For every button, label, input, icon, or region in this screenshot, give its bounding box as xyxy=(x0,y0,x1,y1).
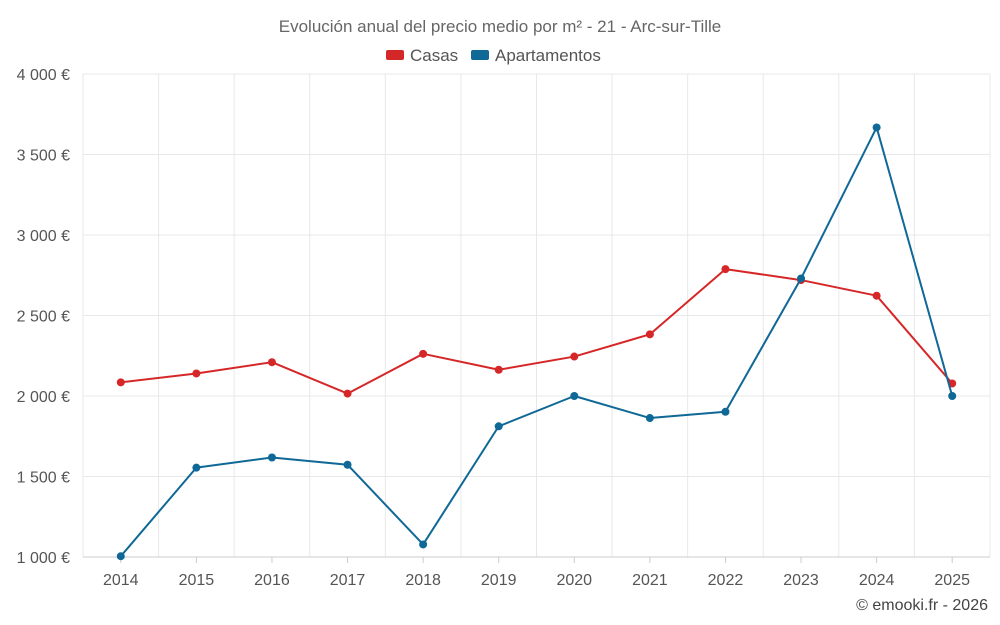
data-point-apartamentos[interactable] xyxy=(343,460,352,469)
x-tick-label: 2016 xyxy=(254,572,290,589)
data-point-apartamentos[interactable] xyxy=(797,274,806,283)
grid xyxy=(82,73,991,557)
x-tick-label: 2022 xyxy=(708,572,744,589)
x-tick-label: 2018 xyxy=(405,572,441,589)
data-point-apartamentos[interactable] xyxy=(267,453,276,462)
legend-item-apartamentos[interactable]: Apartamentos xyxy=(471,46,601,65)
x-tick-label: 2017 xyxy=(330,572,366,589)
data-point-casas[interactable] xyxy=(419,349,428,358)
y-tick-label: 2 500 € xyxy=(17,309,70,326)
x-tick-label: 2021 xyxy=(632,572,668,589)
chart-title: Evolución anual del precio medio por m² … xyxy=(279,17,722,36)
legend-item-casas[interactable]: Casas xyxy=(386,46,458,65)
data-point-apartamentos[interactable] xyxy=(419,540,428,549)
series-casas xyxy=(116,265,957,398)
data-point-apartamentos[interactable] xyxy=(721,407,730,416)
axes: 1 000 € 1 500 € 2 000 € 2 500 € 3 000 € 3 500… xyxy=(17,67,990,589)
data-point-casas[interactable] xyxy=(494,365,503,374)
y-tick-label: 4 000 € xyxy=(17,67,70,84)
data-point-casas[interactable] xyxy=(343,389,352,398)
legend-label-apartamentos: Apartamentos xyxy=(495,46,601,65)
data-point-apartamentos[interactable] xyxy=(872,123,881,132)
x-tick-label: 2014 xyxy=(103,572,139,589)
y-tick-label: 1 000 € xyxy=(17,550,70,567)
x-tick-label: 2020 xyxy=(556,572,592,589)
series-line-casas xyxy=(120,268,953,395)
y-tick-label: 1 500 € xyxy=(17,470,70,487)
data-point-apartamentos[interactable] xyxy=(192,463,201,472)
legend-swatch-casas xyxy=(386,50,404,60)
data-point-apartamentos[interactable] xyxy=(494,422,503,431)
x-tick-label: 2019 xyxy=(481,572,517,589)
credit-text: © emooki.fr - 2026 xyxy=(856,597,988,614)
data-point-casas[interactable] xyxy=(192,369,201,378)
x-tick-label: 2023 xyxy=(783,572,819,589)
data-point-casas[interactable] xyxy=(570,352,579,361)
legend-swatch-apartamentos xyxy=(471,50,489,60)
y-tick-label: 2 000 € xyxy=(17,389,70,406)
data-point-casas[interactable] xyxy=(721,265,730,274)
data-point-casas[interactable] xyxy=(116,378,125,387)
x-tick-label: 2024 xyxy=(859,572,895,589)
legend-label-casas: Casas xyxy=(410,46,458,65)
y-tick-label: 3 500 € xyxy=(17,148,70,165)
data-point-apartamentos[interactable] xyxy=(116,552,125,561)
data-point-casas[interactable] xyxy=(267,358,276,367)
data-point-casas[interactable] xyxy=(872,291,881,300)
series xyxy=(116,123,957,561)
data-point-casas[interactable] xyxy=(645,330,654,339)
data-point-apartamentos[interactable] xyxy=(570,392,579,400)
x-tick-label: 2025 xyxy=(934,572,970,589)
series-apartamentos xyxy=(116,123,957,561)
x-tick-label: 2015 xyxy=(179,572,215,589)
y-tick-label: 3 000 € xyxy=(17,228,70,245)
legend[interactable]: Casas Apartamentos xyxy=(386,46,601,65)
data-point-apartamentos[interactable] xyxy=(645,414,654,423)
series-line-apartamentos xyxy=(120,126,954,557)
data-point-apartamentos[interactable] xyxy=(948,392,957,400)
